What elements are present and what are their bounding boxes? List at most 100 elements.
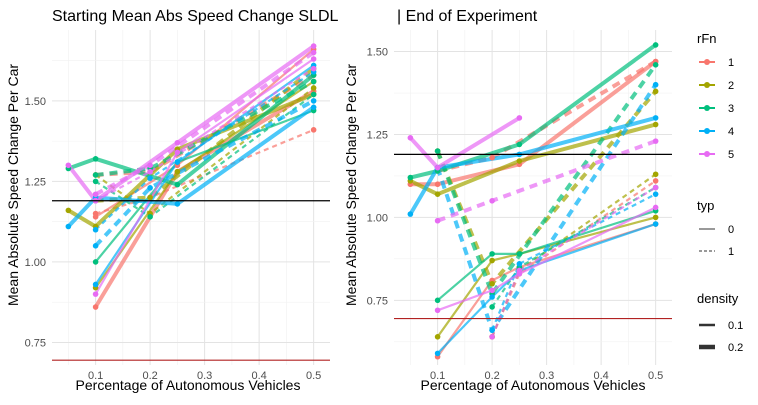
right-panel-series: [408, 43, 658, 358]
data-point-rfn5: [65, 162, 72, 169]
data-point-rfn5: [147, 162, 153, 169]
data-point-rfn5: [516, 115, 523, 121]
data-point-rfn5: [310, 65, 317, 72]
data-point-rfn5: [652, 204, 659, 211]
data-point-rfn1: [310, 127, 317, 133]
data-point-rfn3: [434, 148, 441, 154]
data-point-rfn5: [516, 267, 523, 274]
data-point-rfn3: [434, 297, 441, 304]
y-tick-label: 1.50: [25, 96, 46, 108]
legend-density-items: 0.1 0.2: [699, 320, 743, 354]
data-point-rfn1: [652, 178, 659, 184]
legend-density-title: density: [697, 291, 739, 306]
left-panel-points: [52, 43, 330, 361]
data-point-rfn4: [652, 115, 659, 121]
legend-rfn-label: 4: [728, 126, 734, 138]
data-point-rfn5: [92, 191, 99, 198]
right-panel-points: [394, 42, 672, 360]
data-point-rfn4: [92, 281, 99, 288]
data-point-rfn4: [407, 211, 414, 217]
x-tick-label: 0.5: [648, 370, 663, 382]
series-line-rfn4-typ0-density0.1: [436, 222, 656, 355]
data-point-rfn3: [310, 78, 317, 85]
series-line-rfn4-typ1-density0.1: [491, 193, 657, 331]
data-point-rfn2: [434, 191, 441, 197]
data-point-rfn4: [174, 201, 181, 207]
data-point-rfn5: [174, 149, 181, 156]
data-point-rfn2: [652, 121, 659, 128]
series-line-rfn4-typ1-density0.2: [94, 99, 315, 248]
y-tick-label: 1.25: [367, 129, 388, 141]
left-panel-ticks: 0.1 0.2 0.3 0.4 0.5 0.75 1.00 1.25 1.50: [25, 96, 322, 382]
right-y-axis-label: Mean Absolute Speed Change Per Car: [343, 64, 359, 306]
data-point-rfn2: [147, 194, 153, 201]
legend-typ-label: 1: [728, 246, 734, 258]
series-line-rfn5-typ0-density0.1: [437, 206, 657, 312]
data-point-rfn4: [147, 185, 153, 191]
data-point-rfn3: [516, 141, 523, 148]
data-point-rfn4: [652, 81, 659, 88]
data-point-rfn3: [174, 181, 181, 188]
data-point-rfn4: [489, 327, 495, 333]
legend-rfn-key-point: [704, 82, 710, 88]
series-line-rfn3-typ0-density0.2: [409, 43, 657, 180]
legend-rfn-key-point: [704, 105, 710, 111]
x-tick-label: 0.1: [430, 370, 445, 382]
data-point-rfn2: [174, 168, 181, 175]
data-point-rfn5: [434, 164, 441, 171]
data-point-rfn3: [407, 174, 414, 181]
x-tick-label: 0.2: [484, 370, 499, 382]
series-line-rfn2-typ0-density0.2: [67, 92, 315, 229]
legend-rfn-key-point: [704, 128, 710, 134]
data-point-rfn5: [434, 307, 441, 314]
data-point-rfn4: [310, 104, 317, 111]
x-tick-label: 0.2: [142, 370, 157, 382]
data-point-rfn4: [434, 350, 441, 357]
data-point-rfn2: [516, 158, 523, 164]
data-point-rfn3: [147, 214, 153, 220]
left-panel: 0.1 0.2 0.3 0.4 0.5 0.75 1.00 1.25 1.50 Percenta…: [5, 30, 330, 393]
data-point-rfn2: [652, 88, 659, 95]
data-point-rfn5: [310, 43, 317, 49]
right-panel-title: | End of Experiment: [397, 8, 538, 25]
left-x-axis-label: Percentage of Autonomous Vehicles: [76, 377, 301, 393]
data-point-rfn5: [92, 291, 99, 297]
data-point-rfn4: [310, 98, 317, 104]
data-point-rfn5: [147, 168, 153, 175]
data-point-rfn5: [489, 334, 495, 340]
left-y-axis-label: Mean Absolute Speed Change Per Car: [5, 64, 21, 306]
legend-rfn-items: 1 2 3 4 5: [699, 57, 734, 161]
legend-typ-title: typ: [697, 198, 714, 213]
data-point-rfn4: [92, 243, 99, 249]
data-point-rfn3: [310, 91, 317, 98]
data-point-rfn3: [489, 251, 495, 257]
data-point-rfn2: [65, 207, 72, 214]
left-panel-title: Starting Mean Abs Speed Change SLDL: [52, 8, 339, 25]
right-panel: 0.1 0.2 0.3 0.4 0.5 0.75 1.00 1.25 1.50 Percenta…: [343, 30, 672, 393]
data-point-rfn3: [516, 251, 523, 257]
legend-typ-items: 01: [699, 224, 734, 258]
legend-rfn-key-point: [704, 59, 710, 65]
data-point-rfn1: [489, 154, 495, 161]
x-tick-label: 0.5: [306, 370, 321, 382]
data-point-rfn5: [174, 139, 181, 146]
y-tick-label: 0.75: [25, 337, 46, 349]
x-tick-label: 0.4: [251, 370, 266, 382]
y-tick-label: 0.75: [367, 295, 388, 307]
data-point-rfn3: [489, 304, 495, 310]
data-point-rfn5: [310, 56, 317, 62]
series-line-rfn3-typ1-density0.2: [435, 63, 658, 296]
data-point-rfn3: [92, 259, 99, 265]
x-tick-label: 0.3: [197, 370, 212, 382]
data-point-rfn1: [92, 210, 99, 217]
series-line-rfn2-typ1-density0.1: [491, 173, 657, 338]
data-point-rfn2: [652, 214, 659, 221]
data-point-rfn4: [489, 294, 495, 300]
right-x-axis-label: Percentage of Autonomous Vehicles: [421, 377, 646, 393]
data-point-rfn5: [407, 134, 414, 141]
data-point-rfn2: [652, 171, 659, 178]
data-point-rfn4: [147, 175, 153, 181]
legend-rfn-title: rFn: [697, 31, 717, 46]
